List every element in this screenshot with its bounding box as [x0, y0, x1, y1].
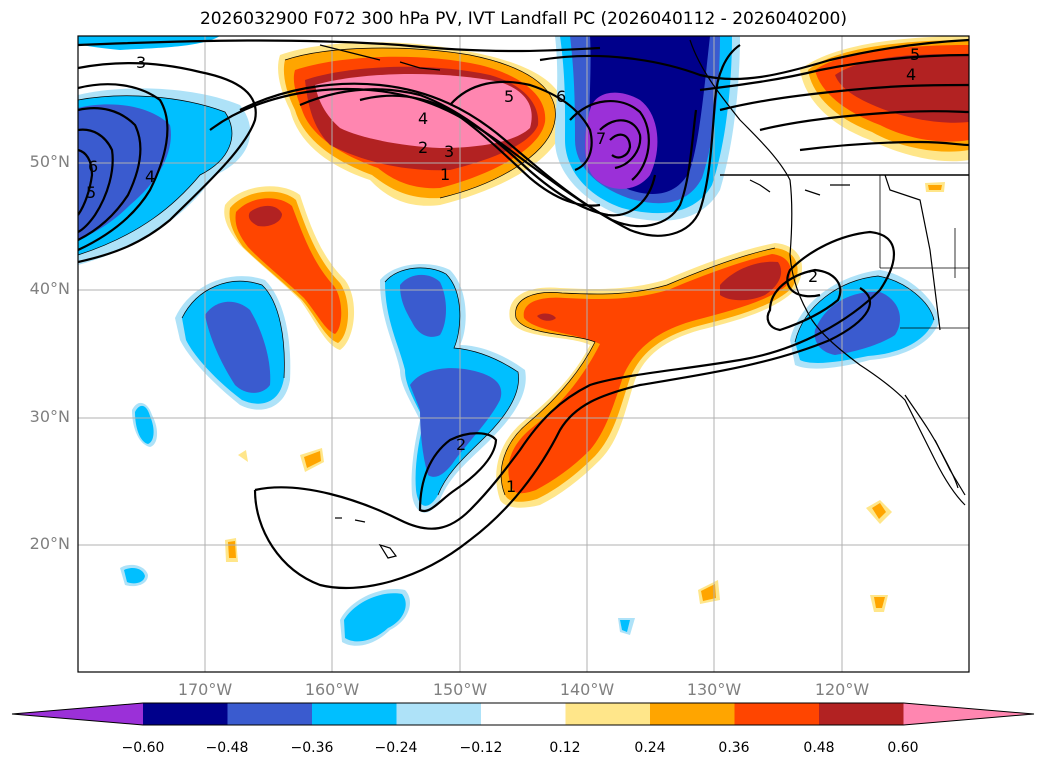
colorbar-outline [11, 702, 1035, 726]
map-title: 2026032900 F072 300 hPa PV, IVT Landfall… [199, 9, 847, 29]
lat-label: 50°N [29, 152, 70, 171]
contour-label: 6 [88, 157, 98, 176]
colorbar-extend-min [12, 703, 143, 725]
colorbar-tick: 0.36 [718, 740, 750, 756]
lat-label: 20°N [29, 534, 70, 553]
colorbar-segment [143, 703, 228, 725]
colorbar-tick: 0.48 [803, 740, 835, 756]
contour-label: 6 [556, 87, 566, 106]
contour-label: 4 [145, 167, 155, 186]
colorbar-segment [396, 703, 482, 725]
graticule [78, 36, 969, 672]
contour-label: 3 [444, 142, 454, 161]
contour-label: 1 [440, 165, 450, 184]
colorbar-segment [650, 703, 735, 725]
contour-label: 1 [506, 477, 516, 496]
colorbar-segment [312, 703, 397, 725]
colorbar-tick: 0.12 [549, 740, 581, 756]
lon-label: 120°W [814, 680, 870, 699]
contour-label: 5 [910, 45, 920, 64]
colorbar-segment [227, 703, 313, 725]
colorbar-segment [565, 703, 651, 725]
colorbar-tick: −0.24 [374, 740, 418, 756]
contour-label: 2 [418, 138, 428, 157]
contour-label: 3 [136, 53, 146, 72]
lon-label: 140°W [559, 680, 615, 699]
map-frame [77, 35, 970, 673]
ivt-contours [78, 38, 969, 590]
colorbar-segment [819, 703, 904, 725]
colorbar [11, 702, 1035, 726]
contour-label: 2 [808, 267, 818, 286]
contour-label: 4 [906, 65, 916, 84]
colorbar-segment [734, 703, 820, 725]
lat-label: 40°N [29, 279, 70, 298]
colorbar-tick: 0.60 [887, 740, 919, 756]
colorbar-tick: −0.36 [290, 740, 334, 756]
contour-label: 5 [86, 183, 96, 202]
lon-label: 130°W [686, 680, 742, 699]
colorbar-segment [481, 703, 566, 725]
colorbar-tick: −0.12 [459, 740, 503, 756]
lon-label: 150°W [432, 680, 488, 699]
colorbar-tick: −0.48 [205, 740, 249, 756]
colorbar-tick: 0.24 [634, 740, 666, 756]
colorbar-tick: −0.60 [121, 740, 165, 756]
lon-label: 160°W [304, 680, 360, 699]
contour-label: 2 [456, 435, 466, 454]
contour-label: 5 [504, 87, 514, 106]
contour-label: 7 [596, 129, 606, 148]
contour-label: 4 [418, 109, 428, 128]
colorbar-extend-max [903, 703, 1034, 725]
lon-label: 170°W [177, 680, 233, 699]
lat-label: 30°N [29, 407, 70, 426]
